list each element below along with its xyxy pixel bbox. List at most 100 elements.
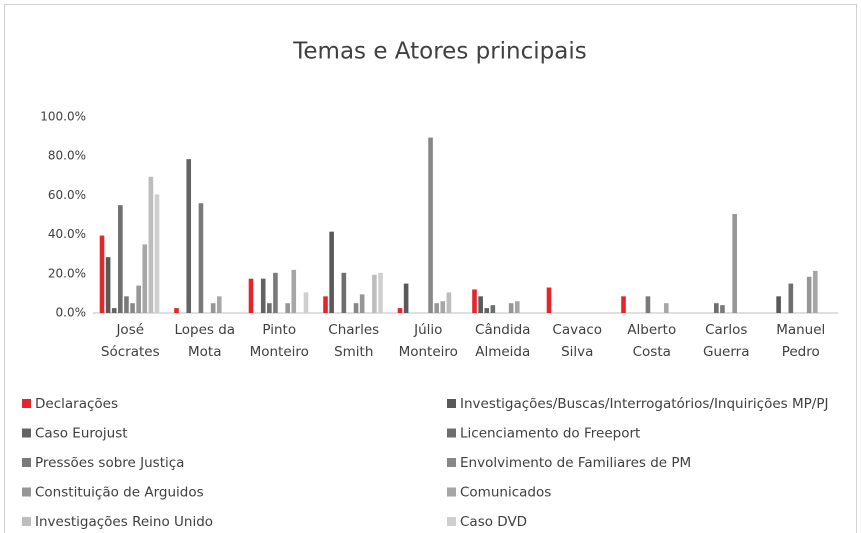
x-tick-label-line: Charles	[328, 322, 379, 338]
legend-label: Caso Eurojust	[35, 426, 128, 442]
x-tick-label: Manuel Pedro	[776, 322, 825, 360]
bar	[440, 301, 446, 313]
bar	[621, 296, 626, 313]
x-tick-label-line: José	[115, 322, 144, 338]
bar	[403, 283, 409, 313]
bar	[359, 294, 365, 313]
x-tick-label-line: Lopes da	[174, 322, 235, 338]
x-tick-label-line: Pedro	[782, 344, 820, 360]
x-tick-label: Júlio Monteiro	[399, 322, 458, 360]
bar	[732, 214, 737, 313]
x-tick-label: Lopes da Mota	[174, 322, 235, 360]
bar	[154, 194, 160, 313]
bar	[111, 308, 117, 313]
x-tick-label-line: Pinto	[262, 322, 296, 338]
x-tick-label: Cavaco Silva	[552, 322, 602, 360]
bar	[186, 159, 192, 313]
x-tick-label-line: Almeida	[475, 344, 530, 360]
x-tick-label: Charles Smith	[328, 322, 379, 360]
bar	[136, 285, 141, 313]
x-tick-label-line: Monteiro	[399, 344, 458, 360]
bar	[645, 296, 651, 313]
legend-swatch	[447, 399, 456, 408]
legend-swatch	[447, 458, 456, 467]
bar	[198, 203, 204, 313]
bar	[329, 231, 334, 313]
x-tick-label-line: Alberto	[627, 322, 676, 338]
chart-title: Temas e Atores principais	[292, 39, 587, 65]
x-tick-label-line: Sócrates	[101, 344, 160, 360]
bar	[267, 303, 272, 313]
bar	[303, 292, 309, 313]
x-tick-label-line: Júlio	[413, 322, 442, 338]
bar	[148, 176, 154, 313]
legend-label: Declarações	[35, 396, 118, 412]
bar	[174, 308, 179, 313]
legend-label: Envolvimento de Familiares de PM	[460, 455, 691, 471]
x-tick-label-line: Cândida	[475, 322, 530, 338]
bar	[446, 292, 452, 313]
bar	[142, 244, 148, 313]
bar	[397, 308, 403, 313]
bar	[99, 235, 105, 313]
x-tick-label-line: Cavaco	[552, 322, 602, 338]
legend-label: Pressões sobre Justiça	[35, 455, 184, 471]
bar	[291, 269, 297, 313]
bar	[260, 278, 266, 313]
x-tick-label-line: Manuel	[776, 322, 825, 338]
bar	[273, 272, 278, 313]
bar	[248, 278, 254, 313]
bar	[378, 272, 383, 313]
bar	[720, 305, 725, 313]
bar	[484, 308, 490, 313]
x-tick-label-line: Guerra	[703, 344, 749, 360]
x-tick-label: Pinto Monteiro	[250, 322, 309, 360]
y-tick-label: 80.0%	[48, 149, 86, 163]
bar	[490, 305, 496, 313]
legend-swatch	[22, 428, 31, 438]
bar	[210, 303, 216, 313]
bar	[508, 303, 514, 313]
y-tick-label: 60.0%	[48, 188, 86, 202]
bar	[285, 303, 290, 313]
legend-swatch	[22, 399, 31, 408]
x-tick-label: José Sócrates	[101, 322, 160, 360]
bar	[434, 303, 439, 313]
legend-swatch	[22, 487, 31, 497]
bar	[105, 257, 111, 313]
bar	[372, 274, 377, 313]
bar	[341, 272, 347, 313]
legend-label: Licenciamento do Freeport	[460, 426, 640, 442]
legend-swatch	[447, 517, 456, 526]
bar	[124, 296, 129, 313]
bar	[130, 303, 135, 313]
legend-label: Comunicados	[460, 485, 551, 501]
x-tick-label-line: Carlos	[705, 322, 747, 338]
y-tick-label: 0.0%	[56, 306, 87, 320]
x-tick-label-line: Mota	[188, 344, 221, 360]
legend-swatch	[447, 428, 456, 438]
x-tick-label-line: Monteiro	[250, 344, 309, 360]
legend-swatch	[447, 487, 456, 497]
legend-label: Caso DVD	[460, 514, 527, 530]
legend-label: Investigações/Buscas/Interrogatórios/Inq…	[460, 396, 828, 412]
bar	[812, 270, 818, 313]
bar	[714, 303, 719, 313]
x-tick-label-line: Smith	[334, 344, 373, 360]
bar	[776, 296, 781, 313]
bar	[478, 296, 483, 313]
bar	[216, 296, 222, 313]
bar	[428, 137, 433, 313]
y-tick-label: 40.0%	[48, 227, 86, 241]
bar	[472, 289, 477, 313]
y-tick-label: 100.0%	[40, 110, 86, 124]
bar	[806, 276, 812, 313]
x-tick-label: Alberto Costa	[627, 322, 676, 360]
bar	[353, 303, 359, 313]
legend-swatch	[22, 517, 31, 526]
bar	[514, 301, 520, 313]
legend-swatch	[22, 458, 31, 467]
x-tick-label-line: Silva	[561, 344, 593, 360]
legend-label: Investigações Reino Unido	[35, 514, 213, 530]
